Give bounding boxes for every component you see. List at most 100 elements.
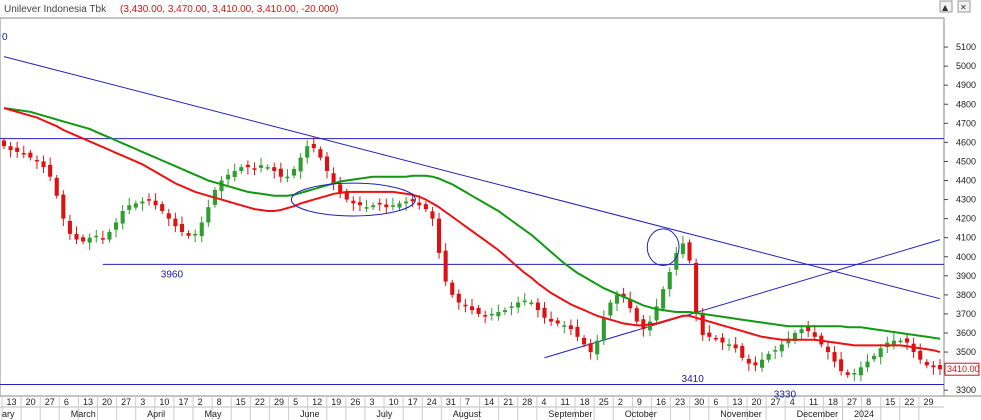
- candle-body: [799, 329, 804, 333]
- candle-body: [298, 157, 303, 172]
- x-month-label: July: [376, 409, 393, 419]
- x-month-label: December: [797, 409, 839, 419]
- x-day-label: 24: [427, 397, 437, 407]
- y-tick-label: 4400: [956, 176, 976, 186]
- x-day-label: 28: [522, 397, 532, 407]
- candle-body: [219, 180, 224, 192]
- candle-body: [54, 177, 59, 196]
- last-price-marker: 3410.00: [944, 362, 980, 376]
- candle-body: [305, 146, 310, 158]
- x-day-label: 27: [121, 397, 131, 407]
- x-day-label: 4: [790, 397, 795, 407]
- candle-body: [173, 218, 178, 227]
- candle-body: [621, 293, 626, 297]
- candle-body: [469, 306, 475, 311]
- x-day-label: 15: [236, 397, 246, 407]
- horizontal-levels: [0, 138, 944, 385]
- x-month-label: August: [453, 409, 482, 419]
- candle-body: [509, 306, 514, 308]
- maximize-button[interactable]: ▲: [939, 0, 953, 13]
- x-day-label: 25: [599, 397, 609, 407]
- candle-body: [707, 332, 712, 337]
- candle-body: [483, 315, 488, 317]
- candle-body: [647, 321, 653, 331]
- candle-body: [918, 350, 923, 360]
- chart-title: Unilever Indonesia Tbk: [4, 4, 107, 15]
- candle-body: [28, 152, 33, 158]
- x-day-label: 17: [178, 397, 188, 407]
- x-month-label: April: [147, 409, 165, 419]
- candle-body: [443, 250, 448, 282]
- candle-body: [924, 361, 929, 366]
- ellipse-0: [290, 182, 416, 217]
- candle-body: [496, 312, 501, 317]
- candle-body: [397, 203, 402, 208]
- candle-body: [806, 326, 811, 332]
- y-tick-label: 4900: [956, 80, 976, 90]
- candle-body: [87, 237, 92, 243]
- x-month-label: 2024: [854, 409, 874, 419]
- x-day-label: 8: [217, 397, 222, 407]
- candle-body: [430, 211, 435, 219]
- candle-body: [140, 201, 145, 204]
- candle-body: [463, 304, 468, 307]
- x-day-label: 20: [752, 397, 762, 407]
- candle-body: [878, 348, 883, 358]
- candle-body: [278, 168, 283, 177]
- x-day-label: 19: [331, 397, 341, 407]
- candle-body: [746, 358, 751, 364]
- candle-body: [549, 318, 554, 322]
- candle-body: [377, 202, 382, 205]
- candle-body: [252, 168, 257, 170]
- x-day-label: 26: [350, 397, 360, 407]
- x-day-label: 12: [312, 397, 322, 407]
- x-day-label: 27: [45, 397, 55, 407]
- candles: [1, 136, 943, 382]
- candle-body: [8, 146, 13, 150]
- candle-body: [476, 307, 481, 314]
- candle-body: [357, 202, 362, 206]
- candle-body: [904, 338, 910, 343]
- candle-body: [179, 223, 185, 232]
- x-day-label: 22: [255, 397, 265, 407]
- candle-body: [166, 213, 171, 219]
- candle-body: [832, 352, 837, 362]
- candle-body: [852, 373, 857, 375]
- x-day-label: 30: [694, 397, 704, 407]
- candle-body: [634, 308, 639, 322]
- candle-body: [766, 353, 771, 360]
- candle-body: [311, 143, 316, 149]
- candle-body: [226, 174, 231, 180]
- close-button[interactable]: ✕: [957, 0, 971, 13]
- candle-body: [529, 302, 534, 304]
- y-tick-label: 4300: [956, 195, 976, 205]
- x-day-label: 15: [885, 397, 895, 407]
- x-month-label: May: [204, 409, 222, 419]
- x-day-label: 31: [446, 397, 456, 407]
- candle-body: [786, 338, 791, 344]
- y-tick-label: 4700: [956, 118, 976, 128]
- candle-body: [694, 262, 699, 314]
- x-day-label: 11: [561, 397, 570, 407]
- x-day-label: 29: [274, 397, 284, 407]
- candle-body: [535, 302, 540, 311]
- y-tick-label: 3600: [956, 328, 976, 338]
- maximize-icon: ▲: [942, 3, 949, 12]
- x-day-label: 8: [866, 397, 871, 407]
- x-day-label: 20: [26, 397, 36, 407]
- candle-body: [825, 346, 830, 353]
- candle-body: [100, 238, 105, 240]
- candle-body: [641, 319, 646, 330]
- candle-body: [931, 365, 936, 368]
- candle-body: [667, 272, 672, 290]
- ma-fast-line: [3, 107, 941, 354]
- x-day-label: 11: [809, 397, 818, 407]
- candle-body: [542, 307, 547, 318]
- x-day-label: 29: [923, 397, 933, 407]
- candle-body: [206, 207, 211, 223]
- candle-body: [423, 204, 428, 210]
- y-tick-label: 4200: [956, 214, 976, 224]
- candle-body: [338, 184, 343, 194]
- y-tick-label: 5100: [956, 42, 976, 52]
